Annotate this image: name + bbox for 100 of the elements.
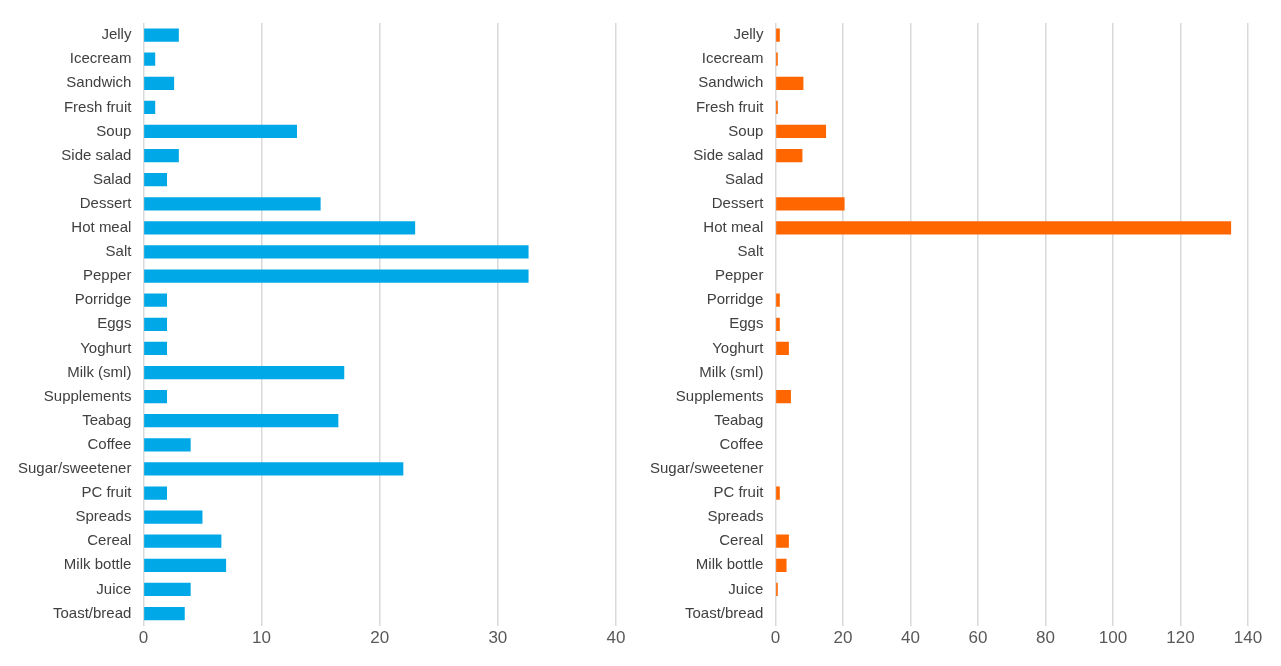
y-tick-label: Yoghurt	[712, 338, 765, 356]
x-tick-label: 30	[488, 628, 508, 648]
y-tick-label: Coffee	[87, 434, 132, 452]
bar	[144, 197, 321, 211]
bar	[776, 124, 827, 139]
y-tick-label: Porridge	[74, 290, 132, 308]
bar	[776, 389, 791, 404]
y-tick-label: Milk bottle	[695, 555, 764, 573]
y-tick-label: Hot meal	[71, 218, 132, 236]
y-tick-label: Juice	[728, 579, 764, 597]
y-tick-label: Salad	[93, 169, 132, 187]
bar	[144, 52, 156, 66]
bar	[144, 534, 222, 548]
x-tick-label: 140	[1233, 628, 1263, 648]
bar	[144, 510, 203, 524]
bar	[144, 438, 191, 452]
bar	[144, 558, 227, 572]
bar	[776, 197, 845, 211]
y-tick-label: Soup	[96, 121, 132, 139]
x-tick-label: 40	[606, 628, 626, 648]
bar	[144, 317, 168, 331]
y-tick-label: Pepper	[715, 266, 764, 284]
y-tick-label: Yoghurt	[80, 338, 133, 356]
bar	[776, 317, 780, 331]
y-tick-label: Fresh fruit	[63, 97, 133, 115]
y-tick-label: Eggs	[729, 314, 764, 332]
y-tick-label: Milk (sml)	[699, 362, 764, 380]
y-tick-label: Jelly	[101, 25, 132, 43]
y-tick-label: Supplements	[43, 386, 132, 404]
bar	[776, 293, 780, 307]
bar	[144, 582, 191, 597]
bar	[144, 28, 179, 42]
y-tick-label: Cereal	[87, 531, 132, 549]
bar	[776, 148, 803, 163]
x-tick-label: 20	[370, 628, 390, 648]
y-tick-label: Milk bottle	[63, 555, 132, 573]
y-tick-label: Soup	[728, 121, 764, 139]
y-tick-label: Dessert	[711, 193, 765, 211]
bar	[776, 486, 780, 500]
y-tick-label: Spreads	[707, 507, 764, 525]
y-tick-label: Teabag	[82, 410, 132, 428]
bar	[144, 293, 168, 307]
y-tick-label: Milk (sml)	[67, 362, 132, 380]
y-tick-label: Salt	[737, 242, 765, 260]
bar	[144, 100, 156, 114]
bar	[144, 245, 529, 259]
bar	[776, 534, 789, 548]
bar	[144, 124, 297, 139]
bar	[144, 462, 404, 476]
y-tick-label: Coffee	[719, 434, 764, 452]
bar	[776, 341, 789, 356]
y-tick-label: Sandwich	[66, 73, 132, 91]
y-tick-label: Side salad	[693, 145, 764, 163]
y-tick-label: Jelly	[733, 25, 764, 43]
y-tick-label: Teabag	[714, 410, 764, 428]
bar	[144, 606, 185, 621]
x-tick-label: 80	[1036, 628, 1055, 648]
bar	[776, 76, 804, 90]
y-tick-label: Icecream	[701, 49, 764, 67]
x-tick-label: 100	[1098, 628, 1128, 648]
bar	[776, 221, 1232, 235]
y-tick-label: Dessert	[79, 193, 133, 211]
y-tick-label: Icecream	[69, 49, 132, 67]
bar	[144, 173, 168, 187]
y-tick-label: Cereal	[719, 531, 764, 549]
bar	[144, 341, 168, 356]
bar	[144, 414, 339, 428]
y-tick-label: Pepper	[83, 266, 132, 284]
y-tick-label: Juice	[96, 579, 132, 597]
y-tick-label: Sugar/sweetener	[649, 459, 764, 477]
bar	[144, 486, 168, 500]
x-tick-label: 120	[1166, 628, 1195, 648]
bar	[144, 221, 416, 235]
y-tick-label: Sandwich	[698, 73, 764, 91]
y-tick-label: PC fruit	[81, 483, 133, 501]
y-tick-label: Fresh fruit	[695, 97, 765, 115]
bar	[776, 558, 787, 572]
x-tick-label: 10	[252, 628, 272, 648]
x-tick-label: 60	[968, 628, 988, 648]
bar	[144, 76, 175, 90]
y-tick-label: Toast/bread	[685, 603, 764, 621]
bar	[144, 148, 179, 163]
y-tick-label: Supplements	[675, 386, 764, 404]
bar	[776, 28, 780, 42]
y-tick-label: Salad	[725, 169, 764, 187]
y-tick-label: Porridge	[706, 290, 764, 308]
y-tick-label: Hot meal	[703, 218, 764, 236]
x-tick-label: 40	[900, 628, 920, 648]
x-tick-label: 20	[833, 628, 853, 648]
x-tick-label: 0	[138, 628, 149, 648]
y-tick-label: Toast/bread	[53, 603, 132, 621]
bar	[144, 365, 345, 380]
y-tick-label: Eggs	[97, 314, 132, 332]
y-tick-label: Side salad	[61, 145, 132, 163]
y-tick-label: PC fruit	[713, 483, 765, 501]
x-tick-label: 0	[770, 628, 781, 648]
bar	[144, 389, 168, 404]
y-tick-label: Spreads	[75, 507, 132, 525]
bar	[144, 269, 529, 283]
y-tick-label: Sugar/sweetener	[17, 459, 132, 477]
